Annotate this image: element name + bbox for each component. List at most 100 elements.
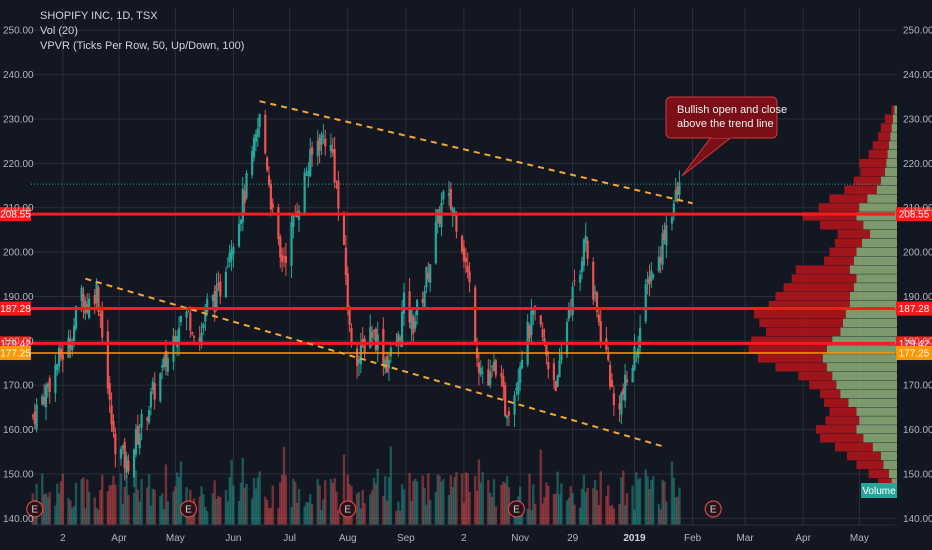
earnings-label: E (710, 505, 717, 516)
volume-bar (147, 474, 151, 525)
candle-body (644, 283, 647, 322)
volume-bar (41, 473, 44, 525)
y-tick-label-left: 150.00 (3, 469, 34, 480)
earnings-badge (26, 500, 44, 518)
vpvr-up-row (888, 469, 897, 479)
volume-bar (355, 493, 359, 525)
candle-body (565, 321, 569, 355)
vpvr-down-row (844, 185, 877, 194)
volume-bar (492, 479, 496, 525)
volume-bar (84, 508, 87, 525)
vpvr-down-row (824, 256, 854, 265)
candle-body (228, 253, 231, 263)
vpvr-up-row (856, 407, 897, 416)
candle-body (239, 219, 243, 224)
candle-body (487, 369, 490, 386)
volume-bar (204, 506, 207, 525)
volume-bar (57, 493, 61, 525)
vpvr-down-row (748, 345, 827, 354)
vpvr-up-row (840, 327, 897, 336)
candle-body (206, 298, 209, 313)
annotation-callout[interactable]: Bullish open and close above the trend l… (665, 96, 787, 177)
vpvr-up-row (888, 141, 897, 150)
candle-body (251, 150, 254, 176)
volume-bar (462, 502, 466, 525)
volume-bar (59, 481, 63, 525)
volume-bar (652, 476, 655, 525)
volume-bar (252, 477, 256, 525)
x-tick-label: 29 (567, 533, 579, 544)
earnings-badge (179, 500, 198, 518)
y-tick-label-left: 190.00 (3, 292, 34, 303)
candle-body (597, 314, 600, 323)
volume-bar (608, 506, 612, 525)
trendlines[interactable] (85, 100, 693, 449)
volume-bar (264, 496, 267, 525)
candle-body (592, 261, 595, 300)
volume-bar (481, 472, 484, 525)
vpvr-up-row (832, 371, 897, 381)
candle-body (453, 210, 456, 214)
candle-body (58, 347, 61, 367)
volume-bar (545, 482, 548, 525)
volume-bar (556, 471, 559, 525)
candle-body (174, 335, 177, 345)
candle-body (384, 359, 387, 369)
volume-bar (455, 472, 458, 525)
legend-symbol[interactable]: SHOPIFY INC, 1D, TSX (40, 10, 158, 22)
legend-volume[interactable]: Vol (20) (40, 25, 78, 37)
chart-legend[interactable]: SHOPIFY INC, 1D, TSX Vol (20) VPVR (Tick… (40, 9, 244, 54)
y-tick-label-left: 240.00 (3, 70, 34, 81)
volume-bar (665, 501, 668, 525)
volume-bar (644, 469, 647, 525)
volume-bar (237, 500, 241, 525)
volume-bar (151, 488, 155, 525)
candle-body (344, 247, 347, 276)
candle-body (164, 350, 168, 368)
volume-bar (580, 488, 584, 525)
level-label: 208.55 (899, 210, 930, 221)
candle-body (149, 391, 153, 408)
legend-vpvr[interactable]: VPVR (Ticks Per Row, 50, Up/Down, 100) (40, 40, 245, 52)
volume-bar (494, 506, 497, 525)
volume-bar (202, 494, 205, 525)
vpvr-down-row (809, 380, 837, 390)
volume-bar (520, 508, 524, 525)
y-tick-label-right: 190.00 (903, 292, 932, 303)
x-tick-label: Sep (397, 533, 415, 544)
candle-body (290, 222, 293, 266)
volume-bar (164, 464, 168, 525)
volume-bar (86, 479, 89, 525)
candle-body (202, 324, 205, 329)
volume-bar (554, 493, 557, 525)
candle-body (284, 255, 287, 263)
volume-bar (363, 503, 366, 525)
candle-body (410, 310, 413, 329)
candle-body (507, 411, 511, 416)
volume-bar (533, 503, 537, 525)
volume-bar (211, 493, 214, 525)
vpvr-up-row (891, 123, 897, 132)
volume-bar (475, 491, 479, 525)
candle-body (455, 213, 458, 232)
volume-bar (427, 473, 430, 525)
candle-body (346, 273, 349, 309)
candle-body (594, 292, 597, 294)
candle-body (44, 385, 48, 408)
volume-bar (44, 493, 48, 525)
volume-bar (359, 508, 363, 525)
vpvr-down-row (853, 176, 881, 186)
volume-bar (179, 461, 183, 525)
vpvr-down-row (825, 416, 860, 425)
volume-bar (526, 508, 529, 525)
candle-body (425, 267, 428, 288)
volume-bar (597, 505, 601, 525)
candle-body (232, 247, 235, 255)
grid-lines (31, 8, 895, 525)
candle-body (646, 279, 649, 283)
volume-bar (567, 497, 571, 525)
